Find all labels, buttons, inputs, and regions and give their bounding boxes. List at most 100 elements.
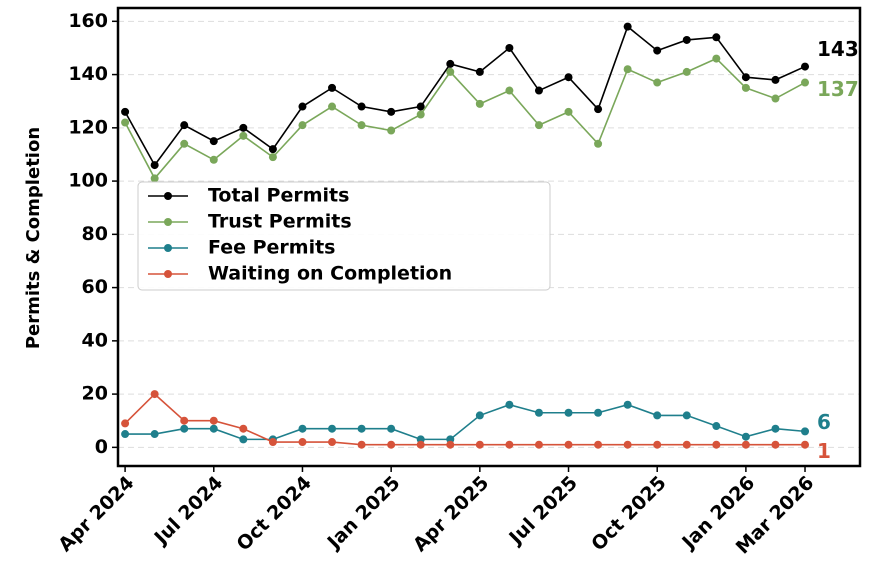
data-point [150, 161, 159, 170]
x-tick-label: Apr 2025 [409, 472, 493, 556]
legend: Total Permits Trust Permits Fee Permits Wai… [137, 181, 551, 291]
legend-label: Total Permits [208, 185, 349, 207]
data-point [505, 400, 514, 409]
data-point [594, 139, 603, 148]
data-point [594, 408, 603, 417]
data-point [712, 422, 721, 431]
data-point [180, 121, 189, 130]
data-point [268, 145, 277, 154]
data-point [682, 35, 691, 44]
data-point [446, 440, 455, 449]
data-point [682, 411, 691, 420]
data-point [741, 440, 750, 449]
data-point [357, 121, 366, 130]
data-point [771, 75, 780, 84]
y-axis-label: Permits & Completion [23, 127, 44, 349]
x-tick-label: Jul 2025 [504, 472, 582, 550]
data-point [209, 155, 218, 164]
data-point [534, 121, 543, 130]
data-point [534, 408, 543, 417]
y-tick-label: 160 [68, 10, 108, 32]
data-point [534, 440, 543, 449]
data-point [682, 67, 691, 76]
data-point [387, 440, 396, 449]
data-point [121, 419, 130, 428]
data-point [623, 400, 632, 409]
series-line [125, 403, 806, 441]
x-tick-label: Jul 2024 [149, 472, 227, 550]
data-point [771, 440, 780, 449]
data-point [741, 83, 750, 92]
legend-marker [164, 192, 172, 200]
data-point [209, 416, 218, 425]
data-point [623, 440, 632, 449]
data-point [475, 440, 484, 449]
data-point [505, 440, 514, 449]
y-tick-label: 120 [68, 116, 108, 138]
data-point [505, 86, 514, 95]
data-point [328, 424, 337, 433]
y-tick-label: 40 [82, 329, 108, 351]
data-point [475, 99, 484, 108]
data-point [357, 440, 366, 449]
series-line [124, 57, 806, 180]
data-point [741, 432, 750, 441]
x-tick-label: Oct 2024 [232, 472, 315, 555]
data-point [150, 390, 159, 399]
data-point [298, 438, 307, 447]
data-point [416, 102, 425, 111]
data-point [475, 67, 484, 76]
data-point [150, 174, 159, 183]
data-point [328, 102, 337, 111]
y-tick-label: 80 [82, 223, 108, 245]
legend-marker [164, 244, 172, 252]
data-point [446, 59, 455, 68]
data-point [564, 408, 573, 417]
data-point [268, 438, 277, 447]
data-point [623, 65, 632, 74]
data-point [505, 43, 514, 52]
end-label: 6 [817, 410, 831, 434]
y-tick-label: 60 [82, 276, 108, 298]
data-point [239, 424, 248, 433]
data-point [298, 121, 307, 130]
data-point [801, 440, 810, 449]
legend-label: Fee Permits [208, 237, 335, 259]
data-point [771, 424, 780, 433]
y-tick-label: 20 [82, 383, 108, 405]
data-point [446, 67, 455, 76]
legend-label: Trust Permits [208, 211, 352, 233]
data-point [564, 440, 573, 449]
data-point [239, 435, 248, 444]
data-point [387, 107, 396, 116]
data-point [564, 73, 573, 82]
y-tick-label: 100 [68, 170, 108, 192]
data-point [298, 102, 307, 111]
data-point [416, 110, 425, 119]
data-point [209, 424, 218, 433]
x-tick-label: Apr 2024 [54, 472, 138, 556]
data-point [564, 107, 573, 116]
data-point [387, 126, 396, 135]
plot-frame [116, 6, 862, 468]
data-point [594, 440, 603, 449]
data-point [150, 430, 159, 439]
legend-box [137, 181, 551, 291]
data-point [180, 416, 189, 425]
data-point [387, 424, 396, 433]
data-point [653, 78, 662, 87]
data-point [682, 440, 691, 449]
data-point [801, 78, 810, 87]
data-point [712, 440, 721, 449]
data-point [121, 107, 130, 116]
data-point [298, 424, 307, 433]
legend-label: Waiting on Completion [208, 263, 452, 285]
data-point [741, 73, 750, 82]
data-point [653, 440, 662, 449]
data-point [801, 62, 810, 71]
data-point [328, 83, 337, 92]
data-point [328, 438, 337, 447]
x-tick-label: Oct 2025 [587, 472, 670, 555]
data-point [180, 139, 189, 148]
